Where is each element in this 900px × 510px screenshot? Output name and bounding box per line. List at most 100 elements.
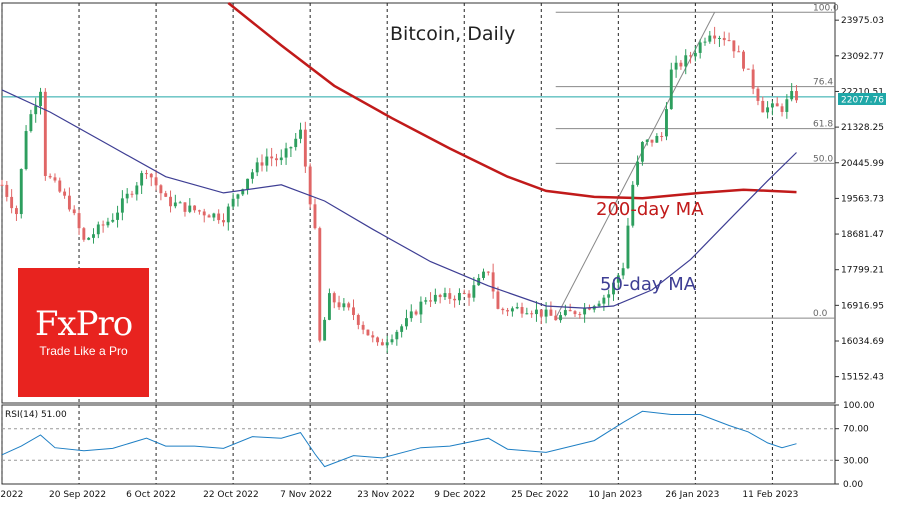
candle-body	[535, 309, 538, 315]
candle-body	[467, 293, 471, 298]
candle-body	[626, 225, 630, 269]
candle-body	[385, 342, 389, 346]
candle-body	[265, 156, 269, 166]
candle-body	[453, 298, 457, 301]
date-tick-label: 9 Dec 2022	[434, 490, 486, 500]
rsi-plot-border	[1, 404, 836, 485]
candle-body	[400, 326, 404, 332]
candle-body	[299, 129, 302, 139]
candle-body	[19, 169, 23, 215]
candle-body	[607, 294, 611, 298]
candle-body	[650, 139, 654, 143]
logo-brand: FxPro	[34, 304, 133, 344]
ma200-label: 200-day MA	[596, 199, 704, 220]
fib-level-label: 0.0	[813, 309, 828, 319]
candle-body	[183, 202, 187, 212]
candle-body	[713, 35, 717, 39]
candle-body	[347, 303, 351, 308]
candle-body	[438, 294, 442, 298]
candle-body	[563, 310, 567, 316]
candle-body	[390, 339, 394, 343]
candle-body	[173, 202, 177, 207]
candle-body	[222, 220, 225, 223]
candle-body	[63, 191, 67, 196]
candle-body	[587, 307, 591, 310]
candle-body	[87, 237, 91, 240]
candle-body	[665, 109, 668, 137]
candle-body	[10, 196, 14, 209]
candle-body	[472, 285, 476, 298]
candle-body	[795, 91, 798, 101]
candle-body	[448, 293, 452, 299]
candle-body	[260, 162, 264, 166]
candle-body	[106, 221, 110, 226]
candle-body	[621, 268, 625, 276]
candle-body	[689, 55, 692, 57]
candle-body	[669, 69, 673, 110]
candle-body	[539, 309, 543, 317]
candle-body	[125, 193, 129, 199]
candle-body	[530, 313, 534, 315]
candle-body	[279, 157, 283, 161]
candle-body	[313, 204, 317, 229]
candle-body	[684, 55, 688, 67]
candle-body	[284, 148, 288, 158]
candle-body	[178, 202, 182, 204]
candle-body	[742, 51, 745, 69]
candle-body	[323, 319, 327, 341]
date-tick-label: 11 Feb 2023	[742, 490, 798, 500]
candle-body	[645, 139, 649, 143]
candle-body	[486, 271, 490, 273]
candle-body	[111, 219, 115, 222]
candle-body	[193, 205, 197, 211]
candle-body	[5, 184, 9, 197]
price-tick-label: 16916.95	[841, 301, 884, 311]
rsi-line	[1, 410, 797, 468]
candle-body	[29, 114, 33, 132]
rsi-layer: 100.00 70.00 30.00 0.00	[1, 401, 875, 490]
candle-body	[149, 173, 153, 178]
date-tick-label: 26 Jan 2023	[665, 490, 719, 500]
candle-body	[116, 212, 120, 220]
candle-body	[515, 307, 519, 309]
ma50-line	[1, 89, 797, 309]
candle-body	[674, 62, 678, 70]
candle-body	[751, 69, 755, 89]
date-axis: 4 Sep 2022 20 Sep 2022 6 Oct 2022 22 Oct 20…	[0, 490, 798, 500]
candle-body	[140, 173, 144, 186]
candle-body	[549, 309, 553, 316]
candle-body	[655, 135, 659, 143]
candle-body	[92, 234, 95, 238]
price-tick-label: 20445.99	[841, 159, 884, 169]
candle-body	[496, 291, 500, 309]
date-tick-label: 4 Sep 2022	[0, 490, 23, 500]
fib-level-label: 50.0	[813, 154, 833, 164]
chart-title: Bitcoin, Daily	[390, 23, 515, 45]
candle-body	[457, 292, 461, 301]
candle-body	[39, 91, 42, 107]
fibonacci-levels: 100.0 76.4 61.8 50.0 0.0	[555, 3, 839, 319]
candle-body	[443, 293, 447, 298]
candle-body	[766, 107, 770, 113]
candle-body	[356, 314, 360, 325]
candle-body	[96, 224, 100, 235]
price-tick-label: 16034.69	[841, 337, 884, 347]
candle-body	[275, 158, 278, 161]
fib-trend-line	[555, 12, 716, 319]
candle-body	[419, 301, 423, 315]
candle-body	[559, 315, 562, 321]
candle-body	[770, 103, 774, 108]
candle-body	[24, 131, 28, 170]
candle-body	[746, 68, 750, 70]
candle-body	[433, 294, 437, 302]
candle-body	[53, 177, 57, 181]
candle-body	[188, 205, 192, 212]
candle-body	[790, 91, 794, 100]
candle-body	[217, 213, 221, 221]
price-tick-label: 23975.03	[841, 16, 884, 26]
candle-body	[294, 138, 298, 148]
candle-body	[376, 337, 380, 343]
candle-body	[717, 37, 721, 39]
candle-body	[154, 177, 158, 186]
